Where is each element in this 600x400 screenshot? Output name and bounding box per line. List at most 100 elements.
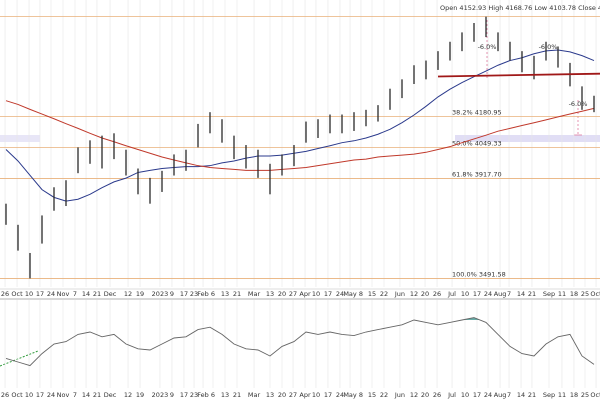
x-tick-label: 24 [336, 290, 344, 298]
x-tick-label: 9 [170, 290, 174, 298]
x-tick-label: 17 [36, 290, 44, 298]
x-tick-label: 17 [180, 391, 188, 399]
level-label: 61.8% 3917.70 [452, 170, 502, 178]
x-tick-label: 24 [484, 391, 492, 399]
x-tick-label: 13 [221, 290, 229, 298]
x-tick-label: 24 [336, 391, 344, 399]
x-tick-label: 2023 [152, 391, 169, 399]
x-tick-label: 7 [73, 391, 77, 399]
x-tick-label: Aug [494, 391, 507, 399]
annotation: -6.0% [478, 43, 497, 51]
x-tick-label: 17 [473, 290, 481, 298]
x-tick-label: Oct [11, 391, 23, 399]
x-tick-label: 8 [359, 290, 363, 298]
x-tick-label: 20 [421, 391, 429, 399]
x-tick-label: 26 [433, 290, 441, 298]
x-tick-label: Oct [11, 290, 23, 298]
x-tick-label: 14 [517, 290, 525, 298]
x-tick-label: Feb [197, 290, 209, 298]
x-tick-label: 12 [124, 290, 132, 298]
x-tick-label: 27 [289, 290, 297, 298]
x-tick-label: 22 [380, 391, 388, 399]
level-label: 100.0% 3491.58 [452, 270, 506, 278]
quote-header: Open 4152.93 High 4168.76 Low 4103.78 Cl… [440, 4, 600, 12]
x-tick-label: 11 [558, 391, 566, 399]
x-tick-label: Nov [57, 391, 70, 399]
x-tick-label: 10 [461, 290, 469, 298]
x-tick-label: 19 [136, 290, 144, 298]
x-tick-label: 26 [433, 391, 441, 399]
annotation: -6.0% [539, 43, 558, 51]
x-tick-label: 13 [266, 391, 274, 399]
x-tick-label: 2023 [152, 290, 169, 298]
x-tick-label: 25 [581, 391, 589, 399]
x-tick-label: 20 [278, 391, 286, 399]
x-tick-label: 8 [359, 391, 363, 399]
x-tick-label: Mar [248, 391, 261, 399]
x-tick-label: Dec [104, 290, 117, 298]
x-tick-label: 21 [528, 290, 536, 298]
x-tick-label: Jun [394, 391, 405, 399]
support-band [455, 135, 600, 142]
rsi-line [5, 317, 595, 367]
x-tick-label: 14 [82, 391, 90, 399]
x-tick-label: 10 [25, 391, 33, 399]
x-tick-label: 17 [324, 391, 332, 399]
x-tick-label: 13 [266, 290, 274, 298]
x-tick-label: 24 [484, 290, 492, 298]
x-tick-label: 20 [278, 290, 286, 298]
x-tick-label: Apr [299, 290, 311, 298]
x-tick-label: May [343, 391, 357, 399]
x-tick-label: 21 [233, 391, 241, 399]
x-tick-label: Oct [590, 391, 600, 399]
x-tick-label: Feb [197, 391, 209, 399]
x-tick-label: 24 [47, 391, 55, 399]
x-tick-label: 17 [36, 391, 44, 399]
x-tick-label: 12 [410, 391, 418, 399]
level-label: 50.0% 4049.33 [452, 140, 502, 148]
x-tick-label: 10 [25, 290, 33, 298]
x-tick-label: Dec [104, 391, 117, 399]
x-tick-label: Jul [447, 391, 456, 399]
x-tick-label: 26 [1, 290, 9, 298]
level-label: 38.2% 4180.95 [452, 109, 502, 117]
x-tick-label: 7 [507, 290, 511, 298]
x-tick-label: Apr [299, 391, 311, 399]
x-tick-label: 12 [124, 391, 132, 399]
x-tick-label: Sep [543, 290, 555, 298]
x-tick-label: 21 [528, 391, 536, 399]
x-tick-label: Mar [248, 290, 261, 298]
x-tick-label: 10 [461, 391, 469, 399]
x-tick-label: 14 [82, 290, 90, 298]
x-tick-label: 22 [380, 290, 388, 298]
x-tick-label: 27 [289, 391, 297, 399]
x-tick-label: 12 [410, 290, 418, 298]
support-band [0, 135, 40, 142]
x-tick-label: 6 [211, 290, 215, 298]
x-tick-label: 25 [581, 290, 589, 298]
x-tick-label: 17 [473, 391, 481, 399]
x-tick-label: 21 [93, 391, 101, 399]
x-tick-label: Jul [447, 290, 456, 298]
x-tick-label: 9 [170, 391, 174, 399]
x-tick-label: 14 [517, 391, 525, 399]
x-tick-label: 6 [211, 391, 215, 399]
x-tick-label: 10 [312, 290, 320, 298]
x-tick-label: 7 [507, 391, 511, 399]
x-tick-label: 15 [368, 391, 376, 399]
moving-average [5, 49, 595, 202]
x-tick-label: 21 [93, 290, 101, 298]
annotation: -6.0% [569, 100, 588, 108]
x-tick-label: 18 [570, 391, 578, 399]
x-tick-label: May [343, 290, 357, 298]
x-tick-label: 18 [570, 290, 578, 298]
x-tick-label: 17 [324, 290, 332, 298]
x-tick-label: 15 [368, 290, 376, 298]
x-tick-label: Aug [494, 290, 507, 298]
x-tick-label: 23 [190, 391, 198, 399]
x-tick-label: 17 [180, 290, 188, 298]
x-tick-label: Jun [394, 290, 405, 298]
x-tick-label: 7 [73, 290, 77, 298]
x-tick-label: 23 [190, 290, 198, 298]
